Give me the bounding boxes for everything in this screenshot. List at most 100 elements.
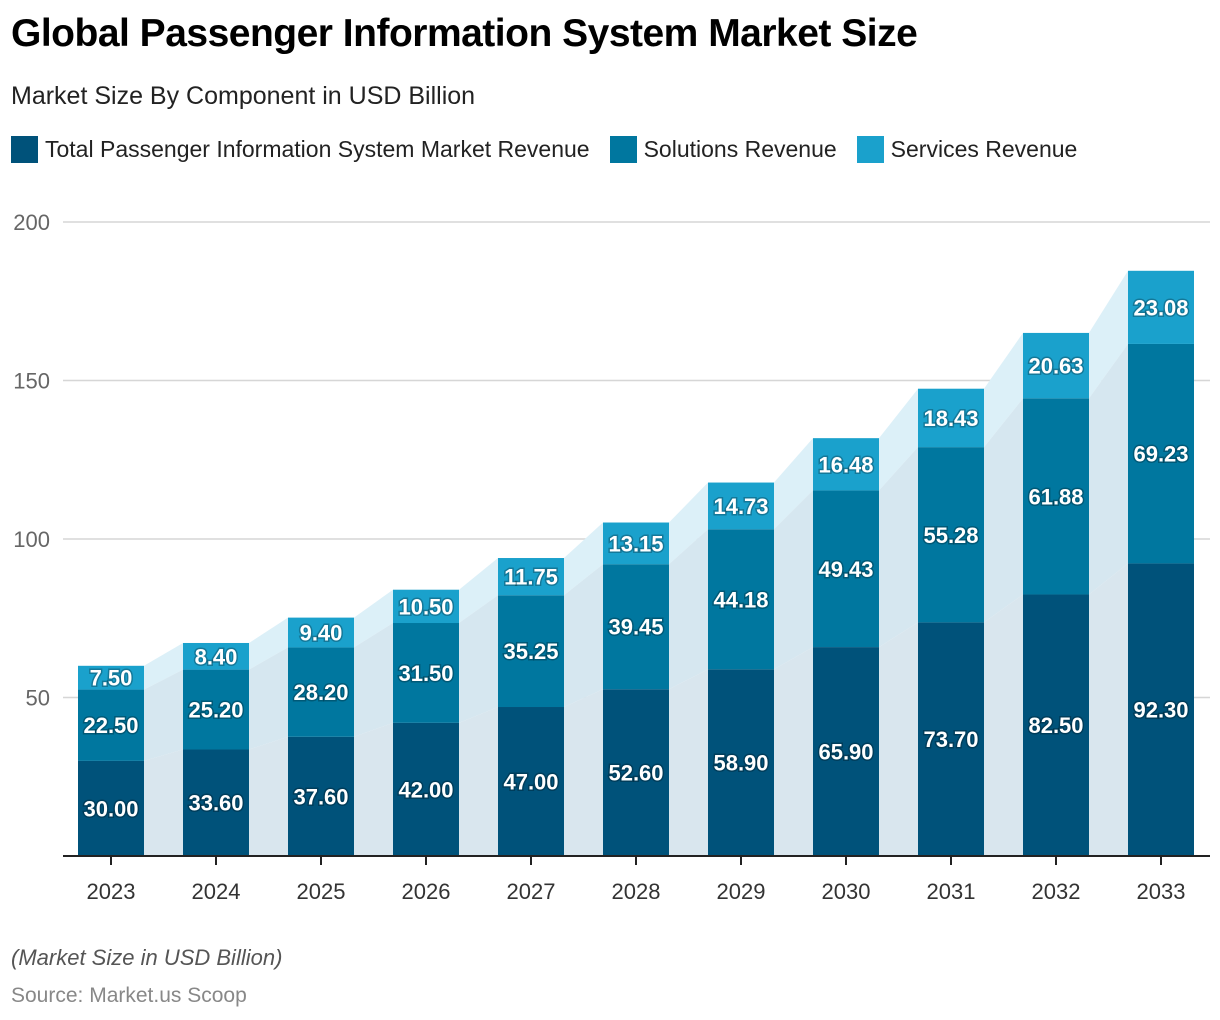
data-label-total-2026: 42.00 [398,777,453,802]
bar-services-2030 [813,438,879,491]
data-label-solutions-2029: 44.18 [713,587,768,612]
axes: 50 100 150 200 2023 2024 2025 2026 2027 2028 2029 2… [13,210,1210,904]
bar-solutions-2023 [78,689,144,761]
connector-area-2026-1 [459,595,498,723]
x-tick-label-2026: 2026 [402,879,451,904]
bar-services-2026 [393,589,459,624]
connector-area-2032-1 [1089,343,1128,595]
data-label-services-2023: 7.50 [90,666,133,691]
bar-solutions-2025 [288,647,354,737]
legend-item-solutions[interactable]: Solutions Revenue [609,136,837,163]
data-label-solutions-2027: 35.25 [503,639,558,664]
bar-services-2029 [708,482,774,530]
y-tick-label-100: 100 [13,527,50,552]
data-label-services-2029: 14.73 [713,494,768,519]
bar-total-2028 [603,689,669,856]
connector-area-2024-2 [249,617,288,670]
data-label-services-2024: 8.40 [195,644,238,669]
data-label-solutions-2032: 61.88 [1028,484,1083,509]
data-label-total-2031: 73.70 [923,727,978,752]
data-label-solutions-2025: 28.20 [293,680,348,705]
connector-area-2027-1 [564,564,603,708]
bar-solutions-2028 [603,564,669,690]
connector-area-2023-0 [144,749,183,856]
data-label-solutions-2031: 55.28 [923,523,978,548]
connector-areas [144,270,1128,856]
bar-total-2025 [288,736,354,856]
bar-solutions-2024 [183,669,249,750]
legend-item-services[interactable]: Services Revenue [856,136,1078,163]
data-label-total-2028: 52.60 [608,761,663,786]
bar-total-2032 [1023,594,1089,856]
bar-solutions-2031 [918,447,984,623]
legend-label-services: Services Revenue [890,136,1078,162]
connector-area-2023-2 [144,642,183,690]
connector-area-2028-0 [669,669,708,856]
bar-solutions-2029 [708,529,774,670]
bar-solutions-2030 [813,490,879,648]
y-tick-label-200: 200 [13,210,50,235]
bar-services-2024 [183,642,249,670]
x-tick-label-2027: 2027 [507,879,556,904]
connector-area-2025-2 [354,589,393,648]
data-label-services-2032: 20.63 [1028,354,1083,379]
connector-area-2028-1 [669,529,708,690]
connector-area-2024-1 [249,647,288,750]
x-tick-label-2029: 2029 [717,879,766,904]
source-link[interactable]: Source: Market.us Scoop [11,984,247,1007]
bar-services-2027 [498,558,564,596]
connector-area-2031-1 [984,398,1023,623]
bar-total-2023 [78,760,144,856]
connector-area-2030-2 [879,388,918,491]
bar-services-2031 [918,388,984,448]
connector-area-2030-1 [879,447,918,648]
bar-services-2023 [78,665,144,690]
data-label-total-2033: 92.30 [1133,698,1188,723]
connector-area-2031-0 [984,594,1023,856]
bar-total-2027 [498,707,564,856]
y-tick-label-150: 150 [13,369,50,394]
connector-area-2025-0 [354,722,393,856]
x-tick-label-2025: 2025 [297,879,346,904]
connector-area-2032-2 [1089,270,1128,399]
x-tick-label-2032: 2032 [1032,879,1081,904]
connector-area-2028-2 [669,482,708,565]
legend-swatch-total [11,136,38,163]
data-label-total-2025: 37.60 [293,784,348,809]
legend: Total Passenger Information System Marke… [11,136,1097,163]
data-label-total-2024: 33.60 [188,791,243,816]
data-label-solutions-2033: 69.23 [1133,442,1188,467]
connector-area-2031-2 [984,332,1023,448]
x-tick-label-2030: 2030 [822,879,871,904]
bar-total-2029 [708,669,774,856]
legend-swatch-services [856,136,884,163]
data-label-services-2026: 10.50 [398,594,453,619]
chart-subtitle: Market Size By Component in USD Billion [11,82,476,110]
bar-services-2025 [288,617,354,648]
data-label-solutions-2026: 31.50 [398,661,453,686]
footnote: (Market Size in USD Billion) [11,945,283,970]
data-label-solutions-2030: 49.43 [818,557,873,582]
data-label-solutions-2028: 39.45 [608,615,663,640]
connector-area-2032-0 [1089,563,1128,856]
connector-area-2023-1 [144,669,183,761]
bar-solutions-2027 [498,595,564,708]
data-label-solutions-2024: 25.20 [188,698,243,723]
bar-solutions-2026 [393,623,459,723]
bar-total-2024 [183,749,249,856]
connector-area-2026-2 [459,558,498,624]
legend-item-total[interactable]: Total Passenger Information System Marke… [11,136,590,163]
connector-area-2030-0 [879,622,918,856]
bar-total-2033 [1128,563,1194,856]
data-label-total-2029: 58.90 [713,751,768,776]
data-label-total-2030: 65.90 [818,740,873,765]
bar-total-2026 [393,722,459,856]
bar-solutions-2032 [1023,398,1089,595]
legend-label-solutions: Solutions Revenue [643,136,837,162]
connector-area-2029-0 [774,647,813,856]
bar-solutions-2033 [1128,343,1194,564]
x-tick-label-2023: 2023 [87,879,136,904]
connector-area-2027-2 [564,522,603,596]
connector-area-2027-0 [564,689,603,856]
connector-area-2029-2 [774,438,813,530]
